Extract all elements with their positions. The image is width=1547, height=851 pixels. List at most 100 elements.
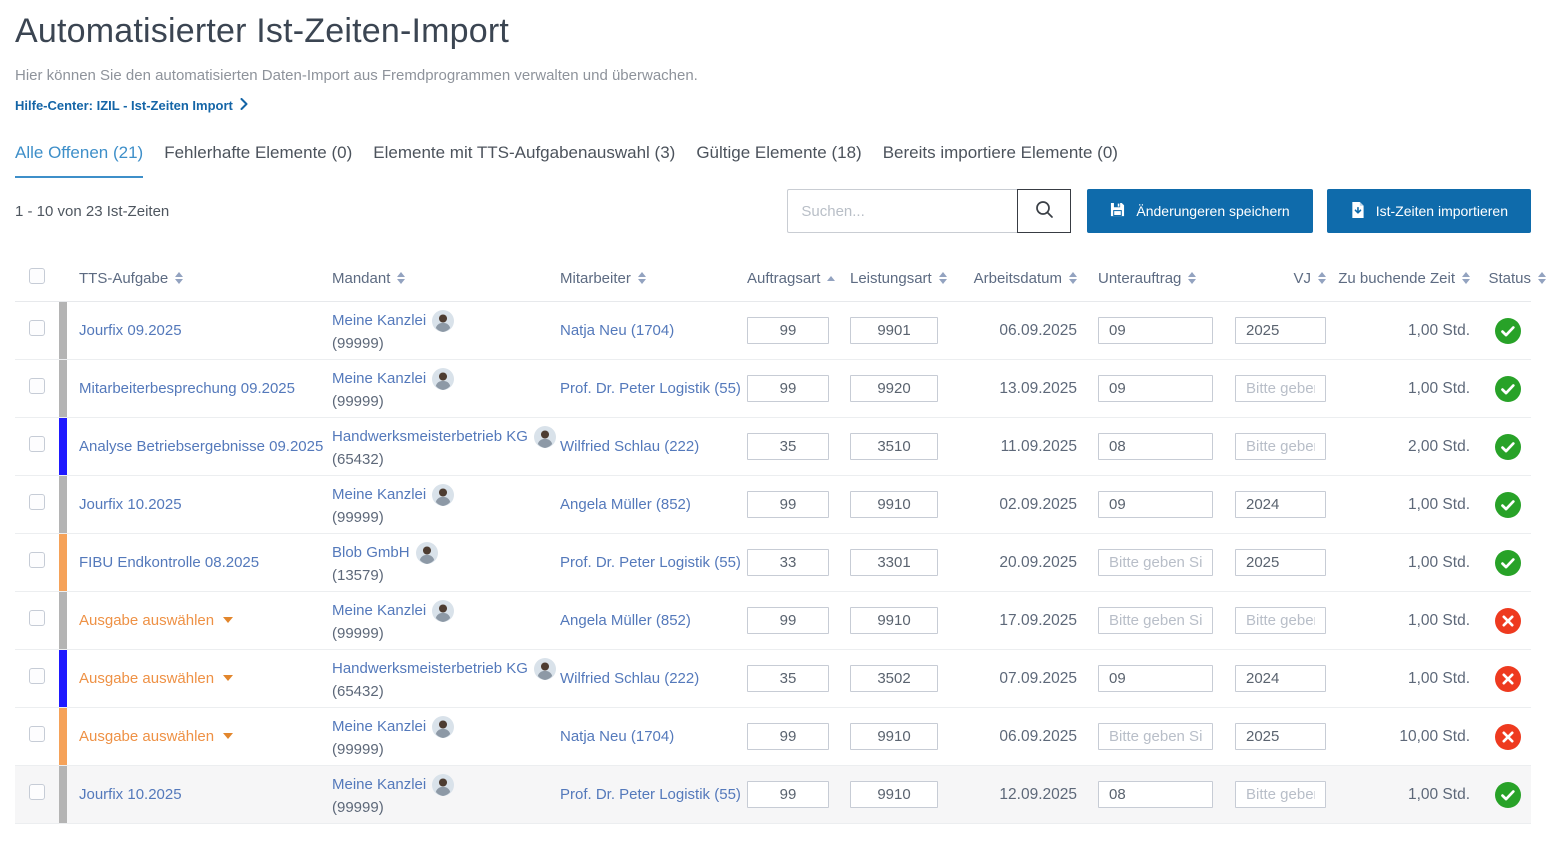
employee-link[interactable]: Prof. Dr. Peter Logistik (55) — [560, 786, 741, 803]
leistungsart-input[interactable] — [850, 723, 938, 750]
tab-alle-offenen[interactable]: Alle Offenen (21) — [15, 143, 143, 178]
tab-gueltige-elemente[interactable]: Gültige Elemente (18) — [696, 143, 861, 178]
sort-icon[interactable] — [175, 272, 183, 284]
client-link[interactable]: Meine Kanzlei — [332, 370, 426, 387]
leistungsart-input[interactable] — [850, 375, 938, 402]
sort-icon[interactable] — [1462, 272, 1470, 284]
sort-icon[interactable] — [1188, 272, 1196, 284]
vj-input[interactable] — [1235, 375, 1326, 402]
task-link[interactable]: Jourfix 10.2025 — [79, 786, 182, 803]
booking-time: 1,00 Std. — [1326, 612, 1470, 630]
sort-icon[interactable] — [1538, 272, 1546, 284]
unterauftrag-input[interactable] — [1098, 781, 1213, 808]
employee-link[interactable]: Prof. Dr. Peter Logistik (55) — [560, 554, 741, 571]
auftragsart-input[interactable] — [747, 549, 829, 576]
client-number: (65432) — [332, 683, 560, 700]
work-date: 12.09.2025 — [938, 786, 1077, 804]
vj-input[interactable] — [1235, 607, 1326, 634]
client-link[interactable]: Meine Kanzlei — [332, 718, 426, 735]
task-link[interactable]: Analyse Betriebsergebnisse 09.2025 — [79, 438, 323, 455]
work-date: 13.09.2025 — [938, 380, 1077, 398]
search-button[interactable] — [1017, 189, 1071, 233]
client-link[interactable]: Meine Kanzlei — [332, 776, 426, 793]
auftragsart-input[interactable] — [747, 317, 829, 344]
vj-input[interactable] — [1235, 491, 1326, 518]
row-checkbox[interactable] — [29, 320, 45, 336]
sort-icon[interactable] — [638, 272, 646, 284]
tab-bereits-importierte[interactable]: Bereits importiere Elemente (0) — [883, 143, 1118, 178]
help-center-link[interactable]: Hilfe-Center: IZIL - Ist-Zeiten Import — [15, 98, 248, 113]
leistungsart-input[interactable] — [850, 607, 938, 634]
booking-time: 1,00 Std. — [1326, 786, 1470, 804]
employee-link[interactable]: Angela Müller (852) — [560, 612, 691, 629]
leistungsart-input[interactable] — [850, 491, 938, 518]
leistungsart-input[interactable] — [850, 317, 938, 344]
unterauftrag-input[interactable] — [1098, 375, 1213, 402]
employee-link[interactable]: Wilfried Schlau (222) — [560, 438, 699, 455]
client-link[interactable]: Meine Kanzlei — [332, 312, 426, 329]
client-link[interactable]: Handwerksmeisterbetrieb KG — [332, 660, 528, 677]
unterauftrag-input[interactable] — [1098, 491, 1213, 518]
vj-input[interactable] — [1235, 665, 1326, 692]
vj-input[interactable] — [1235, 317, 1326, 344]
unterauftrag-input[interactable] — [1098, 317, 1213, 344]
tab-fehlerhafte-elemente[interactable]: Fehlerhafte Elemente (0) — [164, 143, 352, 178]
unterauftrag-input[interactable] — [1098, 433, 1213, 460]
task-select-dropdown[interactable]: Ausgabe auswählen — [79, 670, 233, 687]
auftragsart-input[interactable] — [747, 607, 829, 634]
row-checkbox[interactable] — [29, 494, 45, 510]
client-link[interactable]: Meine Kanzlei — [332, 602, 426, 619]
status-ok-icon — [1495, 434, 1521, 460]
unterauftrag-input[interactable] — [1098, 549, 1213, 576]
save-changes-button[interactable]: Änderungeren speichern — [1087, 189, 1312, 233]
employee-link[interactable]: Wilfried Schlau (222) — [560, 670, 699, 687]
sort-icon[interactable] — [1318, 272, 1326, 284]
vj-input[interactable] — [1235, 433, 1326, 460]
row-checkbox[interactable] — [29, 610, 45, 626]
vj-input[interactable] — [1235, 781, 1326, 808]
search-input[interactable] — [787, 189, 1017, 233]
vj-input[interactable] — [1235, 723, 1326, 750]
import-button[interactable]: Ist-Zeiten importieren — [1327, 189, 1531, 233]
row-checkbox[interactable] — [29, 726, 45, 742]
task-select-dropdown[interactable]: Ausgabe auswählen — [79, 728, 233, 745]
task-link[interactable]: Jourfix 09.2025 — [79, 322, 182, 339]
pagination-info: 1 - 10 von 23 Ist-Zeiten — [15, 203, 169, 220]
row-checkbox[interactable] — [29, 784, 45, 800]
unterauftrag-input[interactable] — [1098, 665, 1213, 692]
employee-link[interactable]: Angela Müller (852) — [560, 496, 691, 513]
employee-link[interactable]: Prof. Dr. Peter Logistik (55) — [560, 380, 741, 397]
task-link[interactable]: Jourfix 10.2025 — [79, 496, 182, 513]
leistungsart-input[interactable] — [850, 433, 938, 460]
task-link[interactable]: FIBU Endkontrolle 08.2025 — [79, 554, 259, 571]
auftragsart-input[interactable] — [747, 723, 829, 750]
auftragsart-input[interactable] — [747, 375, 829, 402]
unterauftrag-input[interactable] — [1098, 723, 1213, 750]
task-link[interactable]: Mitarbeiterbesprechung 09.2025 — [79, 380, 295, 397]
task-select-dropdown[interactable]: Ausgabe auswählen — [79, 612, 233, 629]
employee-link[interactable]: Natja Neu (1704) — [560, 728, 674, 745]
sort-icon[interactable] — [1069, 272, 1077, 284]
auftragsart-input[interactable] — [747, 781, 829, 808]
row-checkbox[interactable] — [29, 552, 45, 568]
client-link[interactable]: Blob GmbH — [332, 544, 410, 561]
auftragsart-input[interactable] — [747, 665, 829, 692]
client-link[interactable]: Meine Kanzlei — [332, 486, 426, 503]
auftragsart-input[interactable] — [747, 491, 829, 518]
leistungsart-input[interactable] — [850, 781, 938, 808]
auftragsart-input[interactable] — [747, 433, 829, 460]
sort-ascending-icon[interactable] — [827, 276, 835, 281]
leistungsart-input[interactable] — [850, 665, 938, 692]
leistungsart-input[interactable] — [850, 549, 938, 576]
row-color-bar — [59, 302, 67, 359]
row-checkbox[interactable] — [29, 436, 45, 452]
row-checkbox[interactable] — [29, 378, 45, 394]
tab-tts-aufgabenauswahl[interactable]: Elemente mit TTS-Aufgabenauswahl (3) — [373, 143, 675, 178]
client-link[interactable]: Handwerksmeisterbetrieb KG — [332, 428, 528, 445]
employee-link[interactable]: Natja Neu (1704) — [560, 322, 674, 339]
sort-icon[interactable] — [397, 272, 405, 284]
unterauftrag-input[interactable] — [1098, 607, 1213, 634]
row-checkbox[interactable] — [29, 668, 45, 684]
select-all-checkbox[interactable] — [29, 268, 45, 284]
vj-input[interactable] — [1235, 549, 1326, 576]
